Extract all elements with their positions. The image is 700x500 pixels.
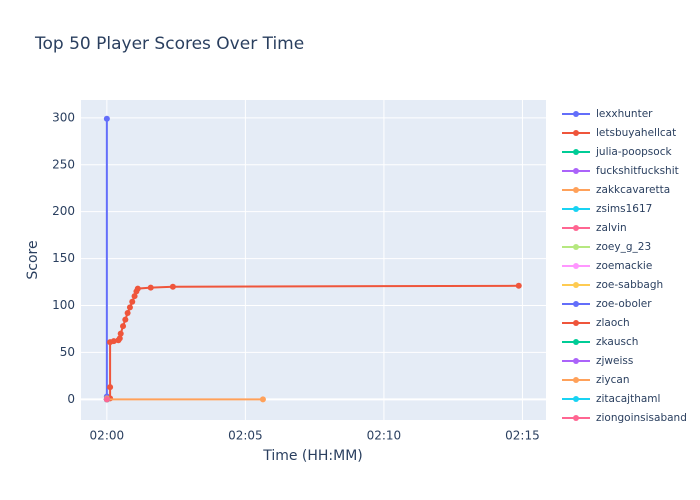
legend-swatch-marker: [573, 149, 579, 155]
y-tick-label: 250: [52, 157, 75, 171]
y-axis-title: Score: [25, 240, 41, 279]
legend-item[interactable]: fuckshitfuckshit: [562, 165, 679, 177]
data-point: [103, 115, 110, 122]
legend-label: zsims1617: [596, 203, 652, 215]
y-tick-label: 150: [52, 251, 75, 265]
plot-background: [81, 100, 546, 420]
legend-swatch-marker: [573, 320, 579, 326]
data-point: [116, 335, 123, 342]
legend-label: lexxhunter: [596, 108, 653, 120]
legend-item[interactable]: zjweiss: [562, 355, 633, 367]
data-point: [147, 284, 154, 291]
legend-label: zoey_g_23: [596, 241, 651, 253]
data-point: [103, 396, 110, 403]
legend-swatch-marker: [573, 206, 579, 212]
data-point: [129, 298, 136, 305]
legend-swatch-marker: [573, 396, 579, 402]
chart-title: Top 50 Player Scores Over Time: [34, 34, 304, 54]
legend-swatch-marker: [573, 244, 579, 250]
data-point: [122, 316, 129, 323]
x-tick-label: 02:00: [90, 429, 125, 443]
data-point: [124, 310, 131, 317]
y-tick-label: 100: [52, 298, 75, 312]
x-axis-title: Time (HH:MM): [262, 448, 363, 464]
data-point: [131, 293, 138, 300]
y-tick-label: 50: [60, 345, 75, 359]
legend-item[interactable]: zoemackie: [562, 260, 652, 272]
legend-swatch-marker: [573, 225, 579, 231]
legend-label: zitacajthaml: [596, 393, 660, 405]
data-point: [134, 285, 141, 292]
data-point: [259, 396, 266, 403]
plot-area: [103, 115, 522, 403]
legend-item[interactable]: zsims1617: [562, 203, 652, 215]
x-tick-label: 02:15: [505, 429, 540, 443]
legend-item[interactable]: zitacajthaml: [562, 393, 660, 405]
legend-swatch-marker: [573, 415, 579, 421]
legend-item[interactable]: zakkcavaretta: [562, 184, 670, 196]
x-tick-label: 02:10: [367, 429, 402, 443]
legend-swatch-marker: [573, 339, 579, 345]
y-tick-label: 200: [52, 204, 75, 218]
legend-swatch-marker: [573, 168, 579, 174]
data-point: [126, 304, 133, 311]
legend-item[interactable]: zkausch: [562, 336, 638, 348]
legend-label: zkausch: [596, 336, 638, 348]
legend-label: zalvin: [596, 222, 627, 234]
data-point: [107, 384, 114, 391]
legend-item[interactable]: ziycan: [562, 374, 630, 386]
data-point: [120, 323, 127, 330]
data-point: [169, 283, 176, 290]
legend-swatch-marker: [573, 263, 579, 269]
legend-swatch-marker: [573, 358, 579, 364]
legend-swatch-marker: [573, 377, 579, 383]
legend-label: letsbuyahellcat: [596, 127, 676, 139]
legend-label: zoe-sabbagh: [596, 279, 663, 291]
legend-item[interactable]: zoe-sabbagh: [562, 279, 663, 291]
legend-item[interactable]: zoey_g_23: [562, 241, 651, 253]
grid: [81, 100, 546, 420]
legend-item[interactable]: zlaoch: [562, 317, 630, 329]
legend-swatch-marker: [573, 282, 579, 288]
legend-swatch-marker: [573, 130, 579, 136]
legend-item[interactable]: ziongoinsisaband: [562, 412, 687, 424]
legend-label: zjweiss: [596, 355, 633, 367]
y-tick-label: 300: [52, 110, 75, 124]
legend-item[interactable]: zoe-oboler: [562, 298, 652, 310]
legend-item[interactable]: lexxhunter: [562, 108, 653, 120]
data-point: [117, 330, 124, 337]
legend-swatch-marker: [573, 301, 579, 307]
legend-label: zakkcavaretta: [596, 184, 670, 196]
legend-label: zoe-oboler: [596, 298, 652, 310]
legend-label: ziongoinsisaband: [596, 412, 687, 424]
y-tick-label: 0: [67, 392, 75, 406]
legend-swatch-marker: [573, 187, 579, 193]
data-point: [515, 282, 522, 289]
legend[interactable]: lexxhunter letsbuyahellcat julia-poopsock f…: [562, 108, 687, 424]
legend-swatch-marker: [573, 111, 579, 117]
legend-label: zoemackie: [596, 260, 652, 272]
legend-label: zlaoch: [596, 317, 630, 329]
legend-label: julia-poopsock: [595, 146, 672, 158]
legend-label: ziycan: [596, 374, 630, 386]
x-tick-label: 02:05: [228, 429, 263, 443]
legend-item[interactable]: julia-poopsock: [562, 146, 672, 158]
legend-item[interactable]: letsbuyahellcat: [562, 127, 676, 139]
legend-item[interactable]: zalvin: [562, 222, 627, 234]
legend-label: fuckshitfuckshit: [596, 165, 679, 177]
data-point: [110, 338, 117, 345]
